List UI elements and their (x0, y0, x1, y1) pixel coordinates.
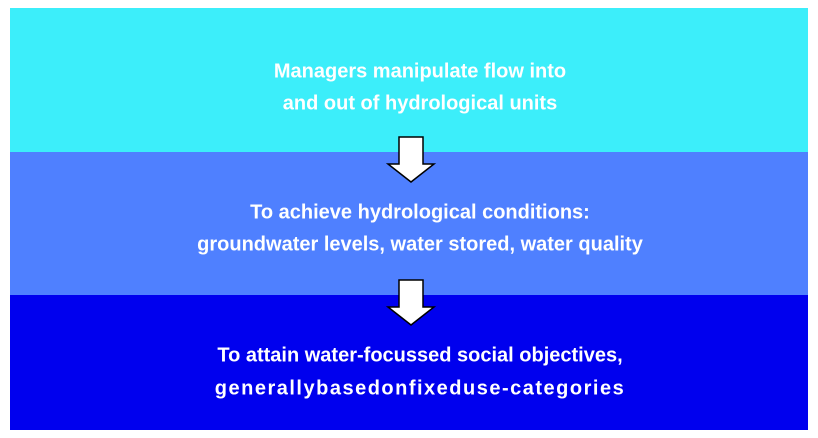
box-text: generallybasedonfixeduse-categories (215, 377, 625, 399)
arrow-down (385, 136, 437, 183)
box-text: and out of hydrological units (283, 92, 557, 114)
box-top (10, 8, 808, 152)
box-text: To attain water-focussed social objectiv… (217, 344, 622, 366)
box-text: Managers manipulate flow into (274, 60, 566, 82)
box-text: To achieve hydrological conditions: (250, 201, 590, 223)
arrow-down (385, 279, 437, 326)
box-text: groundwater levels, water stored, water … (197, 233, 644, 255)
